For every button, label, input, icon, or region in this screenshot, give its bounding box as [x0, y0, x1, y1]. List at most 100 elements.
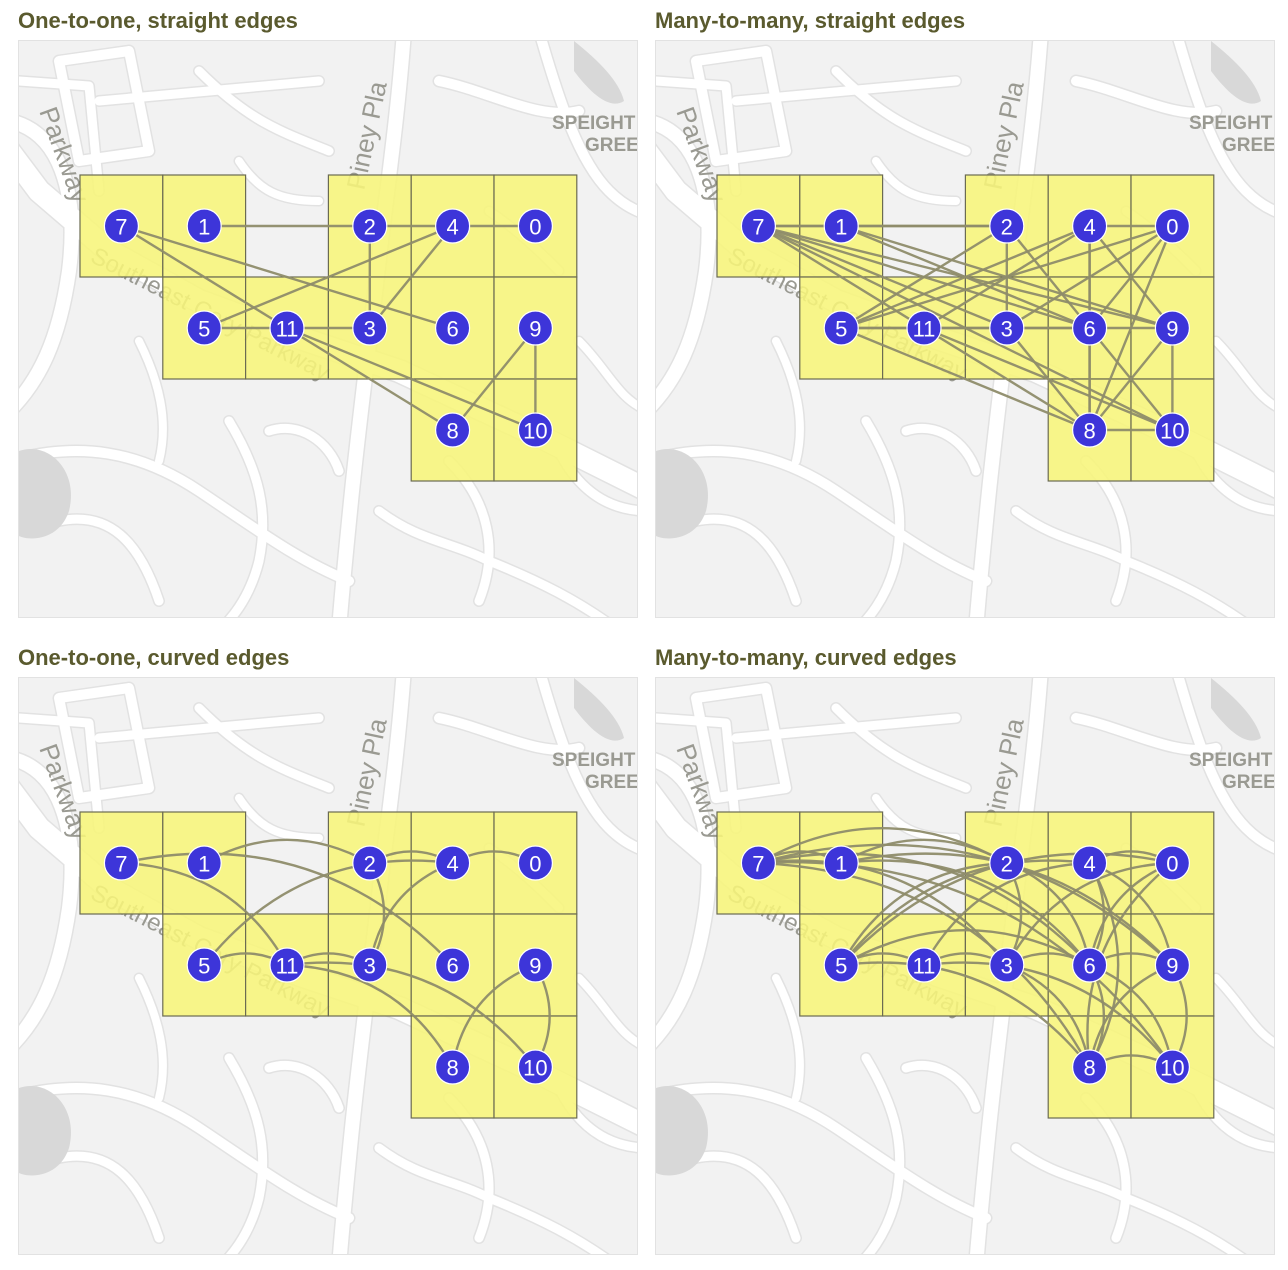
- node-circle[interactable]: [1154, 208, 1191, 244]
- node-11[interactable]: 11: [906, 310, 942, 346]
- node-6[interactable]: 6: [1072, 947, 1108, 983]
- node-circle[interactable]: [1072, 412, 1108, 448]
- node-circle[interactable]: [517, 947, 554, 983]
- node-circle[interactable]: [435, 412, 471, 448]
- node-circle[interactable]: [517, 310, 554, 346]
- node-0[interactable]: 0: [1154, 845, 1191, 881]
- node-5[interactable]: 5: [186, 947, 222, 983]
- node-circle[interactable]: [435, 208, 471, 244]
- node-circle[interactable]: [1154, 947, 1191, 983]
- node-5[interactable]: 5: [186, 310, 222, 346]
- node-11[interactable]: 11: [906, 947, 942, 983]
- node-4[interactable]: 4: [435, 845, 471, 881]
- node-2[interactable]: 2: [352, 208, 388, 244]
- node-8[interactable]: 8: [1072, 1049, 1108, 1085]
- node-circle[interactable]: [823, 310, 859, 346]
- node-circle[interactable]: [1154, 310, 1191, 346]
- node-circle[interactable]: [269, 947, 305, 983]
- node-1[interactable]: 1: [823, 845, 859, 881]
- node-circle[interactable]: [906, 947, 942, 983]
- node-circle[interactable]: [269, 310, 305, 346]
- node-5[interactable]: 5: [823, 310, 859, 346]
- node-circle[interactable]: [823, 947, 859, 983]
- node-6[interactable]: 6: [435, 947, 471, 983]
- node-3[interactable]: 3: [352, 310, 388, 346]
- node-1[interactable]: 1: [186, 845, 222, 881]
- node-circle[interactable]: [1154, 1049, 1191, 1085]
- node-circle[interactable]: [517, 845, 554, 881]
- node-circle[interactable]: [352, 947, 388, 983]
- node-circle[interactable]: [186, 310, 222, 346]
- node-circle[interactable]: [989, 845, 1025, 881]
- node-0[interactable]: 0: [517, 845, 554, 881]
- node-9[interactable]: 9: [1154, 310, 1191, 346]
- node-10[interactable]: 10: [517, 412, 554, 448]
- node-4[interactable]: 4: [1072, 845, 1108, 881]
- node-circle[interactable]: [352, 310, 388, 346]
- node-circle[interactable]: [1072, 208, 1108, 244]
- node-4[interactable]: 4: [435, 208, 471, 244]
- node-circle[interactable]: [989, 947, 1025, 983]
- node-circle[interactable]: [517, 1049, 554, 1085]
- node-circle[interactable]: [1072, 947, 1108, 983]
- node-10[interactable]: 10: [1154, 412, 1191, 448]
- node-3[interactable]: 3: [989, 947, 1025, 983]
- node-0[interactable]: 0: [517, 208, 554, 244]
- node-10[interactable]: 10: [1154, 1049, 1191, 1085]
- node-circle[interactable]: [740, 208, 777, 244]
- node-circle[interactable]: [1072, 845, 1108, 881]
- node-circle[interactable]: [517, 412, 554, 448]
- node-circle[interactable]: [103, 845, 140, 881]
- node-8[interactable]: 8: [435, 412, 471, 448]
- node-circle[interactable]: [352, 845, 388, 881]
- node-7[interactable]: 7: [740, 845, 777, 881]
- node-circle[interactable]: [435, 1049, 471, 1085]
- node-circle[interactable]: [103, 208, 140, 244]
- node-circle[interactable]: [989, 208, 1025, 244]
- node-circle[interactable]: [435, 310, 471, 346]
- node-2[interactable]: 2: [989, 845, 1025, 881]
- node-10[interactable]: 10: [517, 1049, 554, 1085]
- node-circle[interactable]: [823, 845, 859, 881]
- node-circle[interactable]: [1072, 1049, 1108, 1085]
- node-4[interactable]: 4: [1072, 208, 1108, 244]
- node-circle[interactable]: [1072, 310, 1108, 346]
- node-circle[interactable]: [186, 947, 222, 983]
- node-11[interactable]: 11: [269, 310, 305, 346]
- node-3[interactable]: 3: [989, 310, 1025, 346]
- node-3[interactable]: 3: [352, 947, 388, 983]
- node-circle[interactable]: [823, 208, 859, 244]
- node-1[interactable]: 1: [186, 208, 222, 244]
- node-8[interactable]: 8: [1072, 412, 1108, 448]
- node-8[interactable]: 8: [435, 1049, 471, 1085]
- node-circle[interactable]: [435, 845, 471, 881]
- node-circle[interactable]: [1154, 845, 1191, 881]
- node-1[interactable]: 1: [823, 208, 859, 244]
- node-circle[interactable]: [740, 845, 777, 881]
- node-2[interactable]: 2: [352, 845, 388, 881]
- node-0[interactable]: 0: [1154, 208, 1191, 244]
- node-6[interactable]: 6: [1072, 310, 1108, 346]
- node-circle[interactable]: [186, 845, 222, 881]
- node-2[interactable]: 2: [989, 208, 1025, 244]
- node-circle[interactable]: [352, 208, 388, 244]
- node-circle[interactable]: [989, 310, 1025, 346]
- node-7[interactable]: 7: [103, 845, 140, 881]
- node-circle[interactable]: [1154, 412, 1191, 448]
- node-9[interactable]: 9: [517, 947, 554, 983]
- node-6[interactable]: 6: [435, 310, 471, 346]
- node-circle[interactable]: [186, 208, 222, 244]
- node-9[interactable]: 9: [517, 310, 554, 346]
- node-9[interactable]: 9: [1154, 947, 1191, 983]
- node-7[interactable]: 7: [740, 208, 777, 244]
- node-5[interactable]: 5: [823, 947, 859, 983]
- node-circle[interactable]: [517, 208, 554, 244]
